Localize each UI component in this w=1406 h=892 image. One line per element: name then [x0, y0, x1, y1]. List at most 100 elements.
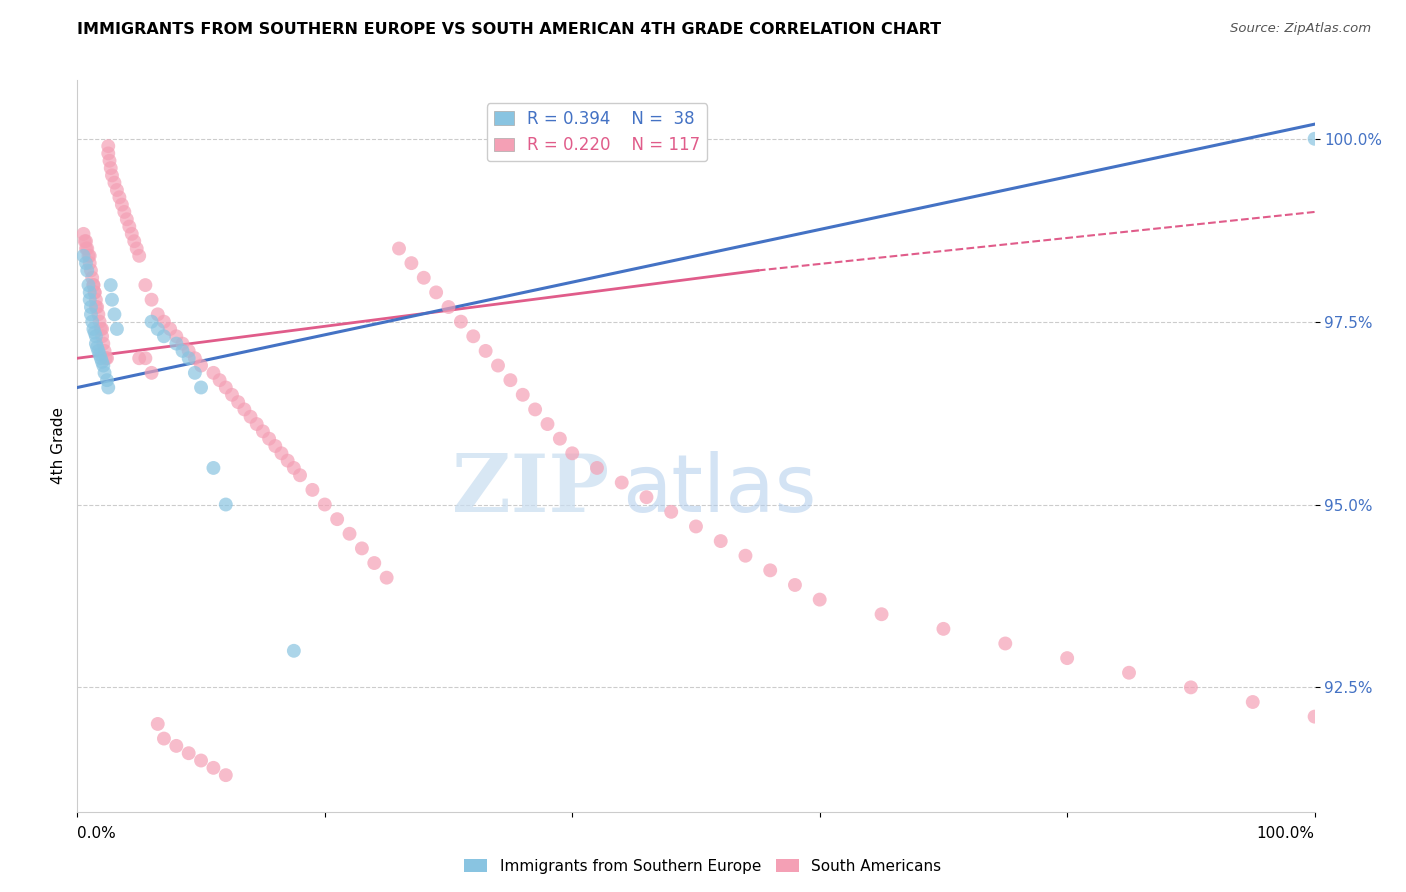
Point — [388, 242, 411, 256]
Point — [233, 402, 256, 417]
Point — [202, 461, 225, 475]
Point — [101, 293, 124, 307]
Point — [108, 190, 131, 204]
Point — [339, 526, 361, 541]
Point — [184, 351, 207, 366]
Point — [97, 380, 120, 394]
Text: Source: ZipAtlas.com: Source: ZipAtlas.com — [1230, 22, 1371, 36]
Point — [75, 234, 97, 248]
Point — [76, 242, 98, 256]
Point — [84, 329, 107, 343]
Point — [79, 293, 101, 307]
Point — [83, 326, 105, 340]
Point — [90, 351, 112, 366]
Point — [226, 395, 249, 409]
Point — [486, 359, 509, 373]
Point — [994, 636, 1017, 650]
Point — [83, 285, 105, 300]
Point — [103, 176, 125, 190]
Point — [288, 468, 311, 483]
Point — [84, 293, 107, 307]
Point — [1303, 132, 1326, 146]
Point — [91, 336, 114, 351]
Point — [301, 483, 323, 497]
Point — [165, 739, 187, 753]
Point — [710, 534, 733, 549]
Point — [252, 425, 274, 439]
Point — [75, 256, 97, 270]
Point — [659, 505, 682, 519]
Point — [141, 293, 163, 307]
Point — [153, 329, 176, 343]
Point — [86, 300, 108, 314]
Point — [202, 366, 225, 380]
Point — [73, 234, 96, 248]
Point — [105, 322, 128, 336]
Point — [82, 270, 104, 285]
Point — [134, 351, 156, 366]
Point — [75, 242, 97, 256]
Point — [98, 153, 121, 168]
Point — [83, 285, 105, 300]
Point — [215, 498, 238, 512]
Point — [425, 285, 447, 300]
Point — [79, 285, 101, 300]
Point — [437, 300, 460, 314]
Point — [141, 366, 163, 380]
Point — [177, 746, 200, 760]
Point — [264, 439, 287, 453]
Point — [208, 373, 231, 387]
Point — [89, 315, 111, 329]
Point — [610, 475, 633, 490]
Point — [84, 300, 107, 314]
Point — [91, 322, 114, 336]
Point — [1118, 665, 1140, 680]
Point — [190, 359, 212, 373]
Point — [512, 388, 534, 402]
Point — [97, 139, 120, 153]
Point — [93, 343, 115, 358]
Point — [783, 578, 806, 592]
Point — [685, 519, 707, 533]
Point — [134, 278, 156, 293]
Point — [87, 307, 110, 321]
Point — [190, 754, 212, 768]
Point — [172, 343, 194, 358]
Point — [101, 169, 124, 183]
Point — [72, 227, 94, 241]
Point — [270, 446, 292, 460]
Point — [177, 343, 200, 358]
Point — [105, 183, 128, 197]
Point — [91, 359, 114, 373]
Point — [112, 205, 135, 219]
Point — [450, 315, 472, 329]
Point — [94, 351, 117, 366]
Point — [103, 307, 125, 321]
Point — [524, 402, 547, 417]
Point — [153, 731, 176, 746]
Point — [870, 607, 893, 622]
Point — [79, 256, 101, 270]
Point — [128, 351, 150, 366]
Point — [1180, 681, 1202, 695]
Point — [734, 549, 756, 563]
Point — [82, 322, 104, 336]
Point — [184, 366, 207, 380]
Point — [128, 249, 150, 263]
Point — [314, 498, 336, 512]
Point — [79, 249, 101, 263]
Point — [96, 373, 118, 387]
Point — [72, 249, 94, 263]
Point — [221, 388, 243, 402]
Point — [283, 461, 305, 475]
Point — [202, 761, 225, 775]
Point — [548, 432, 571, 446]
Point — [141, 315, 163, 329]
Point — [463, 329, 485, 343]
Point — [86, 340, 108, 354]
Point — [246, 417, 269, 431]
Point — [165, 336, 187, 351]
Text: atlas: atlas — [621, 450, 815, 529]
Text: 0.0%: 0.0% — [77, 826, 117, 841]
Point — [586, 461, 609, 475]
